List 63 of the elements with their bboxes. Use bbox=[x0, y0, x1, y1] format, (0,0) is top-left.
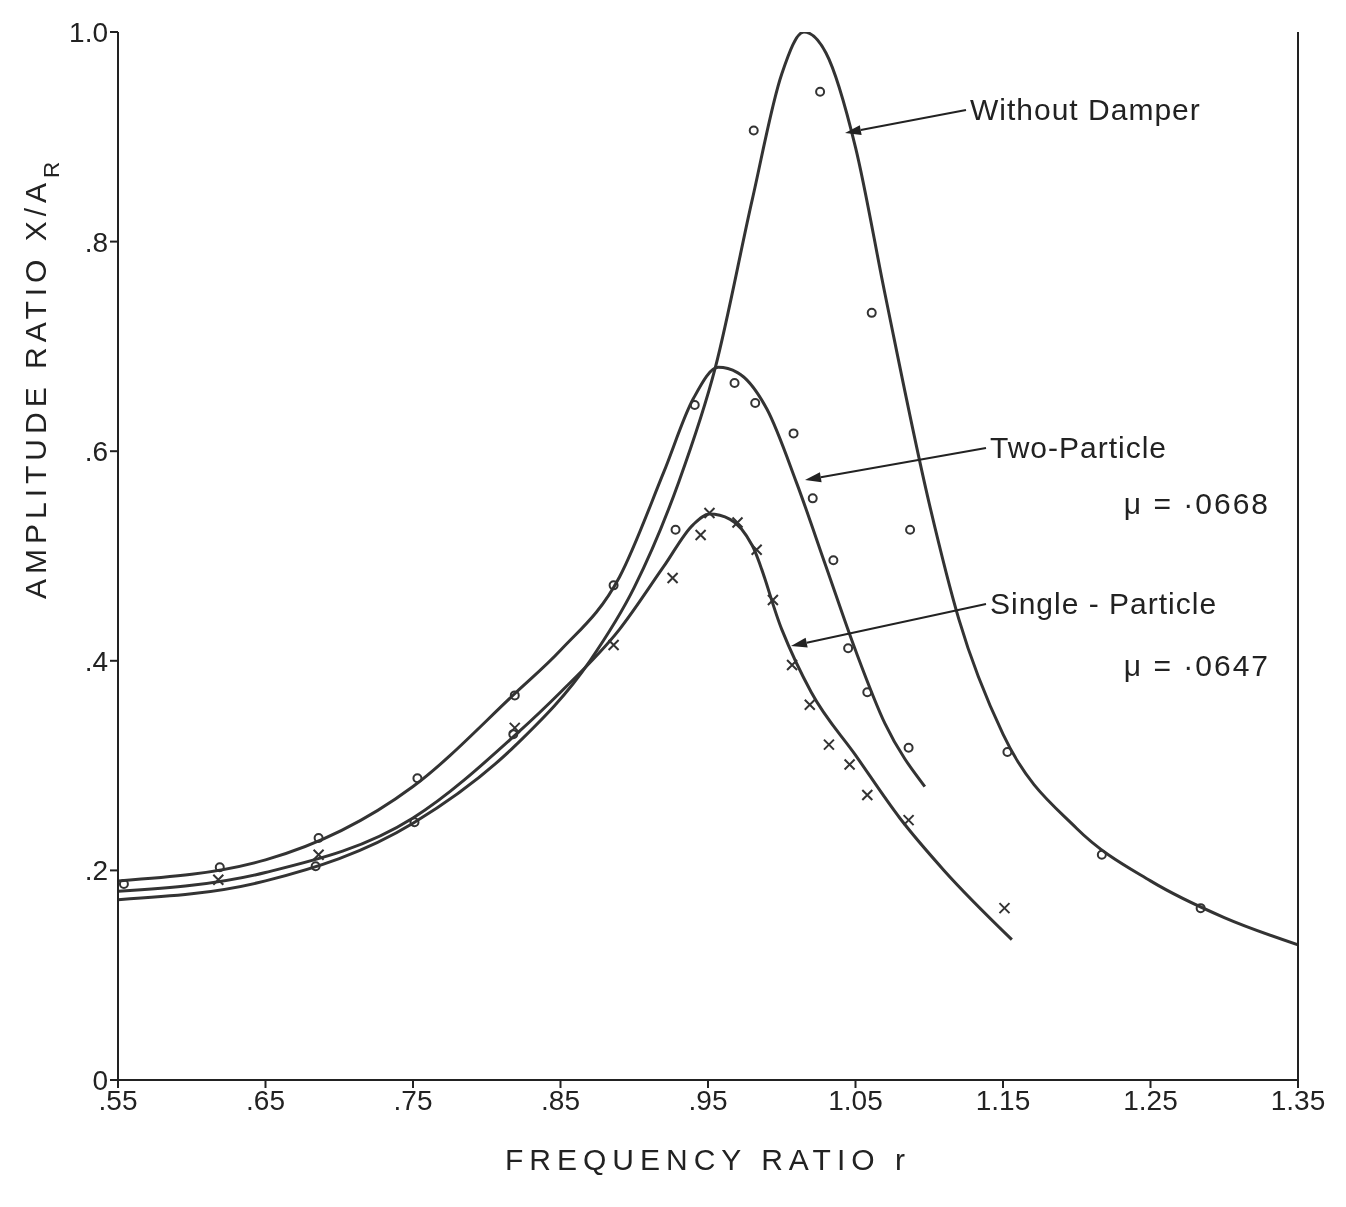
point bbox=[608, 580, 619, 591]
point bbox=[412, 773, 423, 784]
point bbox=[822, 738, 835, 751]
point bbox=[843, 758, 856, 771]
point bbox=[729, 378, 740, 389]
point bbox=[508, 729, 519, 740]
point bbox=[312, 848, 325, 861]
x-tick-label: 1.15 bbox=[975, 1084, 1031, 1116]
annotation: Single - Particle bbox=[990, 587, 1218, 620]
point bbox=[703, 507, 716, 520]
y-tick-label: 1.0 bbox=[69, 16, 108, 48]
point bbox=[750, 397, 761, 408]
x-tick-label: .85 bbox=[541, 1084, 580, 1116]
line-series bbox=[118, 32, 1298, 947]
annotation: μ = ·0647 bbox=[1123, 649, 1270, 682]
point bbox=[815, 86, 826, 97]
point bbox=[508, 721, 521, 734]
point bbox=[803, 698, 816, 711]
y-tick-label: .6 bbox=[84, 436, 108, 468]
x-tick-label: .65 bbox=[246, 1084, 285, 1116]
point bbox=[607, 639, 620, 652]
point bbox=[828, 555, 839, 566]
point bbox=[786, 658, 799, 671]
point bbox=[666, 572, 679, 585]
x-tick-label: .75 bbox=[393, 1084, 433, 1116]
point bbox=[118, 879, 129, 890]
point bbox=[748, 125, 759, 136]
point bbox=[310, 861, 321, 872]
point bbox=[409, 817, 420, 828]
x-tick-label: 1.35 bbox=[1270, 1084, 1326, 1116]
point bbox=[731, 516, 744, 529]
annotation: Two-Particle bbox=[990, 431, 1168, 464]
point bbox=[313, 832, 324, 843]
x-tick-label: 1.25 bbox=[1123, 1084, 1178, 1116]
point bbox=[998, 902, 1011, 915]
x-axis-title: FREQUENCY RATIO r bbox=[505, 1143, 911, 1176]
annotation: μ = ·0668 bbox=[1123, 487, 1270, 520]
point bbox=[689, 400, 700, 411]
point bbox=[861, 788, 874, 801]
point bbox=[766, 594, 779, 607]
point bbox=[670, 524, 681, 535]
point bbox=[866, 307, 877, 318]
point bbox=[807, 493, 818, 504]
annotation: Without Damper bbox=[970, 93, 1201, 126]
point bbox=[214, 862, 225, 873]
x-tick-label: .95 bbox=[688, 1084, 728, 1116]
y-tick-label: .8 bbox=[84, 226, 108, 258]
point bbox=[1195, 903, 1206, 914]
point bbox=[1002, 746, 1013, 757]
point bbox=[902, 814, 915, 827]
y-tick-label: .4 bbox=[84, 645, 108, 677]
point bbox=[1096, 849, 1107, 860]
y-tick-label: .2 bbox=[84, 855, 108, 887]
point bbox=[750, 543, 763, 556]
x-tick-label: 1.05 bbox=[828, 1084, 883, 1116]
point bbox=[788, 428, 799, 439]
point bbox=[509, 690, 520, 701]
point bbox=[862, 687, 873, 698]
point bbox=[903, 742, 914, 753]
point bbox=[694, 529, 707, 542]
point bbox=[905, 524, 916, 535]
point bbox=[212, 873, 225, 886]
point bbox=[843, 643, 854, 654]
